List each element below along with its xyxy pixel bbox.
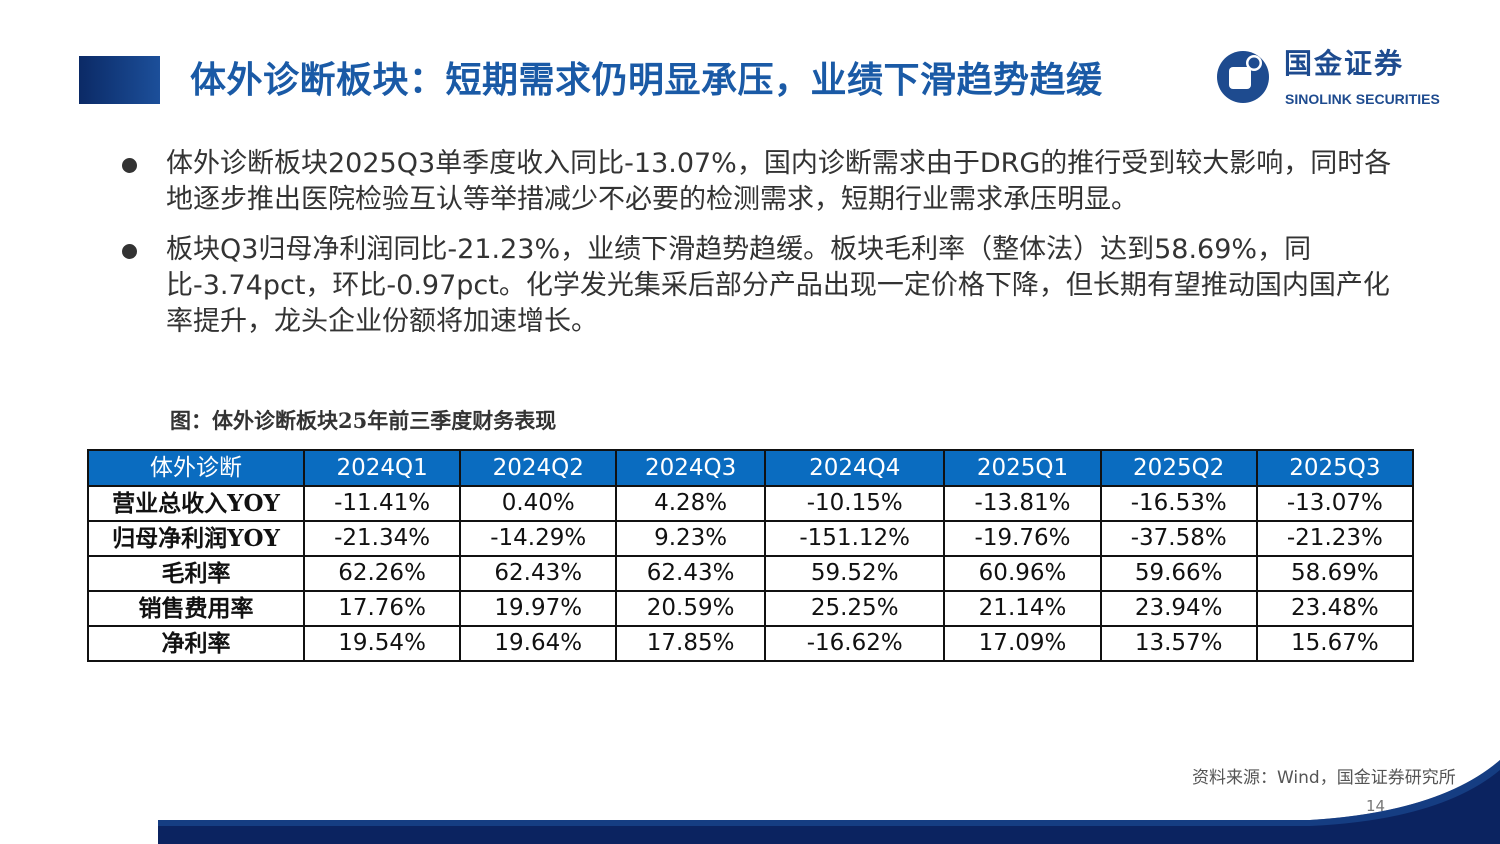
sinolink-logo: 国金证券 SINOLINK SECURITIES xyxy=(1216,46,1486,110)
column-header: 2024Q1 xyxy=(302,449,462,487)
table-cell: -21.23% xyxy=(1255,520,1415,557)
bullet-item: 体外诊断板块2025Q3单季度收入同比-13.07%，国内诊断需求由于DRG的推… xyxy=(118,146,1408,218)
logo-mark-icon xyxy=(1217,51,1269,103)
table-cell: 25.25% xyxy=(763,590,946,627)
table-row: 营业总收入YOY -11.41% 0.40% 4.28% -10.15% -13.81% -… xyxy=(87,485,1415,522)
table-header-row: 体外诊断 2024Q1 2024Q2 2024Q3 2024Q4 2025Q1 2025Q2… xyxy=(87,449,1415,487)
table-cell: -14.29% xyxy=(459,520,618,557)
page-title: 体外诊断板块：短期需求仍明显承压，业绩下滑趋势趋缓 xyxy=(190,60,1103,101)
table-cell: 17.09% xyxy=(943,625,1102,662)
table-cell: -16.62% xyxy=(763,625,946,662)
financial-table: 体外诊断 2024Q1 2024Q2 2024Q3 2024Q4 2025Q1 2025Q2… xyxy=(87,449,1415,662)
column-header: 2024Q3 xyxy=(615,449,766,487)
table-cell: 0.40% xyxy=(459,485,618,522)
logo-english-name: SINOLINK SECURITIES xyxy=(1285,91,1440,107)
bullet-dot-icon xyxy=(122,158,137,173)
figure-caption: 图：体外诊断板块25年前三季度财务表现 xyxy=(170,408,557,433)
column-header: 2024Q2 xyxy=(459,449,618,487)
table-cell: 19.54% xyxy=(302,625,462,662)
column-header: 2025Q2 xyxy=(1099,449,1258,487)
table-cell: 23.94% xyxy=(1099,590,1258,627)
table-cell: 17.76% xyxy=(302,590,462,627)
table-cell: 17.85% xyxy=(615,625,766,662)
table-cell: 23.48% xyxy=(1255,590,1415,627)
table-cell: -11.41% xyxy=(302,485,462,522)
logo-chinese-name: 国金证券 xyxy=(1284,47,1405,80)
table-cell: 59.52% xyxy=(763,555,946,592)
column-header: 2025Q1 xyxy=(943,449,1102,487)
table-cell: -10.15% xyxy=(763,485,946,522)
row-label: 销售费用率 xyxy=(87,590,305,627)
table-cell: -13.81% xyxy=(943,485,1102,522)
table-cell: 21.14% xyxy=(943,590,1102,627)
bullet-dot-icon xyxy=(122,244,137,259)
bullet-text: 体外诊断板块2025Q3单季度收入同比-13.07%，国内诊断需求由于DRG的推… xyxy=(166,148,1392,215)
column-header: 2024Q4 xyxy=(763,449,946,487)
table-cell: -13.07% xyxy=(1255,485,1415,522)
table-row: 毛利率 62.26% 62.43% 62.43% 59.52% 60.96% 59.66% 5… xyxy=(87,555,1415,592)
row-label: 归母净利润YOY xyxy=(87,520,305,557)
column-header: 体外诊断 xyxy=(87,449,305,487)
bullet-item: 板块Q3归母净利润同比-21.23%，业绩下滑趋势趋缓。板块毛利率（整体法）达到… xyxy=(118,232,1408,340)
row-label: 净利率 xyxy=(87,625,305,662)
table-cell: 4.28% xyxy=(615,485,766,522)
table-cell: 19.97% xyxy=(459,590,618,627)
table-row: 净利率 19.54% 19.64% 17.85% -16.62% 17.09% 13.57%… xyxy=(87,625,1415,662)
source-note: 资料来源：Wind，国金证券研究所 xyxy=(1192,768,1456,788)
table-cell: 13.57% xyxy=(1099,625,1258,662)
table-cell: 20.59% xyxy=(615,590,766,627)
table-cell: -37.58% xyxy=(1099,520,1258,557)
table-row: 销售费用率 17.76% 19.97% 20.59% 25.25% 21.14% 23.94… xyxy=(87,590,1415,627)
table-cell: 62.43% xyxy=(615,555,766,592)
table-cell: -19.76% xyxy=(943,520,1102,557)
page-number: 14 xyxy=(1366,797,1386,815)
column-header: 2025Q3 xyxy=(1255,449,1415,487)
table-cell: 60.96% xyxy=(943,555,1102,592)
table-cell: 62.43% xyxy=(459,555,618,592)
row-label: 毛利率 xyxy=(87,555,305,592)
bullet-text: 板块Q3归母净利润同比-21.23%，业绩下滑趋势趋缓。板块毛利率（整体法）达到… xyxy=(166,234,1390,337)
table-cell: 62.26% xyxy=(302,555,462,592)
table-cell: 58.69% xyxy=(1255,555,1415,592)
title-accent-block xyxy=(79,56,160,104)
table-cell: -16.53% xyxy=(1099,485,1258,522)
table-cell: 9.23% xyxy=(615,520,766,557)
bullet-list: 体外诊断板块2025Q3单季度收入同比-13.07%，国内诊断需求由于DRG的推… xyxy=(118,146,1408,354)
table-cell: -21.34% xyxy=(302,520,462,557)
table-cell: -151.12% xyxy=(763,520,946,557)
table-cell: 19.64% xyxy=(459,625,618,662)
table-cell: 15.67% xyxy=(1255,625,1415,662)
table-row: 归母净利润YOY -21.34% -14.29% 9.23% -151.12% -19.7… xyxy=(87,520,1415,557)
table-cell: 59.66% xyxy=(1099,555,1258,592)
row-label: 营业总收入YOY xyxy=(87,485,305,522)
